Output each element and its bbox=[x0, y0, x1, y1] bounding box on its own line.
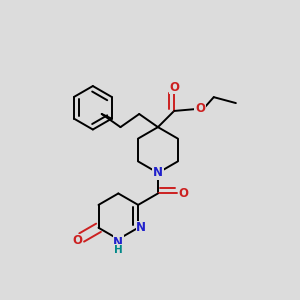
Text: H: H bbox=[114, 245, 123, 255]
Text: N: N bbox=[136, 221, 146, 234]
Text: O: O bbox=[72, 234, 82, 247]
Text: O: O bbox=[179, 187, 189, 200]
Text: N: N bbox=[113, 236, 123, 249]
Text: O: O bbox=[169, 81, 179, 94]
Text: N: N bbox=[153, 167, 163, 179]
Text: O: O bbox=[195, 103, 205, 116]
